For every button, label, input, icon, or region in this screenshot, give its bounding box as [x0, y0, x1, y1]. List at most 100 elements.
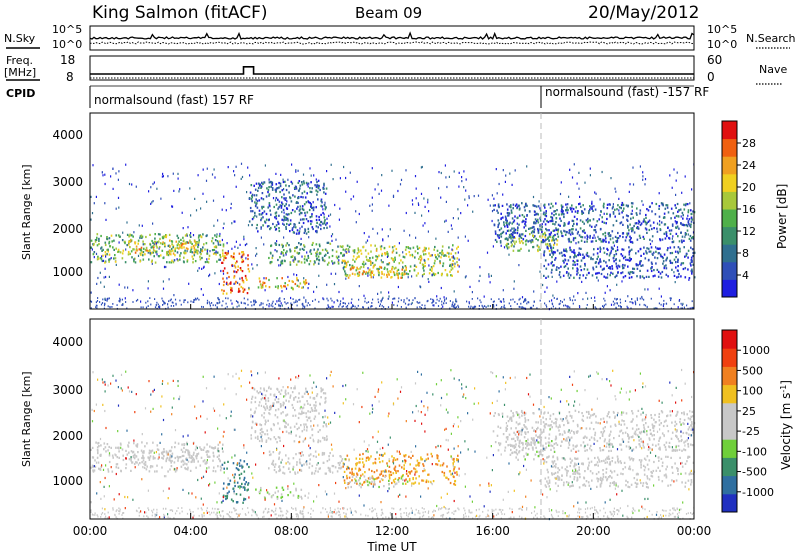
backscatter-cell	[98, 242, 100, 246]
noise-cell	[328, 214, 330, 217]
ground-cell	[137, 298, 139, 301]
backscatter-cell	[583, 268, 586, 271]
backscatter-cell	[579, 227, 582, 230]
backscatter-cell	[560, 251, 563, 254]
backscatter-cell	[187, 241, 189, 244]
noise-cell	[608, 234, 610, 238]
backscatter-cell	[585, 219, 588, 222]
ground-cell	[396, 304, 398, 307]
backscatter-cell	[278, 465, 281, 468]
backscatter-cell	[508, 205, 511, 208]
backscatter-cell	[250, 401, 253, 404]
backscatter-cell	[301, 412, 303, 415]
backscatter-cell	[677, 258, 679, 261]
ground-cell	[455, 298, 457, 301]
noise-cell	[335, 238, 337, 241]
backscatter-cell	[675, 256, 677, 259]
backscatter-cell	[277, 408, 280, 411]
noise-cell	[629, 183, 631, 186]
backscatter-cell	[507, 444, 509, 447]
backscatter-cell	[219, 243, 222, 246]
backscatter-cell	[130, 457, 132, 460]
backscatter-cell	[388, 245, 391, 248]
backscatter-cell	[570, 240, 572, 244]
backscatter-cell	[684, 276, 687, 279]
backscatter-cell	[187, 247, 189, 251]
backscatter-cell	[529, 233, 531, 236]
backscatter-cell	[618, 206, 621, 209]
backscatter-cell	[545, 227, 547, 231]
backscatter-cell	[561, 254, 564, 257]
backscatter-cell	[581, 236, 584, 239]
backscatter-cell	[388, 460, 391, 463]
ground-cell	[250, 301, 252, 303]
backscatter-cell	[278, 227, 280, 230]
backscatter-cell	[669, 414, 672, 417]
backscatter-cell	[113, 239, 115, 242]
ground-cell	[154, 298, 156, 300]
ground-cell	[503, 300, 505, 303]
backscatter-cell	[680, 231, 682, 234]
ground-cell	[170, 298, 172, 301]
noise-cell	[578, 187, 580, 190]
backscatter-cell	[271, 187, 274, 190]
backscatter-cell	[203, 243, 205, 246]
backscatter-cell	[505, 436, 508, 439]
backscatter-cell	[236, 260, 238, 263]
backscatter-cell	[362, 461, 364, 464]
backscatter-cell	[337, 255, 340, 258]
backscatter-cell	[320, 227, 322, 231]
backscatter-cell	[646, 208, 648, 211]
backscatter-cell	[659, 272, 662, 275]
noise-cell	[493, 197, 495, 200]
ground-cell	[103, 304, 106, 307]
backscatter-cell	[536, 219, 538, 222]
backscatter-cell	[534, 218, 537, 221]
backscatter-cell	[642, 235, 645, 238]
noise-cell	[388, 295, 390, 298]
backscatter-cell	[583, 222, 585, 225]
ground-cell	[171, 301, 173, 304]
backscatter-cell	[300, 243, 302, 246]
ground-cell	[539, 299, 541, 302]
backscatter-cell	[305, 258, 308, 261]
backscatter-cell	[315, 206, 317, 209]
backscatter-cell	[395, 247, 398, 251]
backscatter-cell	[265, 439, 268, 442]
backscatter-cell	[92, 470, 95, 473]
backscatter-cell	[297, 205, 299, 208]
backscatter-cell	[639, 275, 642, 278]
backscatter-cell	[648, 438, 651, 441]
backscatter-cell	[412, 477, 414, 480]
backscatter-cell	[400, 273, 403, 276]
ground-cell	[516, 303, 518, 305]
backscatter-cell	[502, 433, 505, 436]
backscatter-cell	[265, 402, 267, 405]
backscatter-cell	[544, 223, 547, 226]
noise-cell	[95, 195, 97, 198]
backscatter-cell	[293, 440, 296, 443]
backscatter-cell	[380, 276, 383, 279]
noise-cell	[454, 262, 456, 265]
backscatter-cell	[255, 194, 258, 197]
noise-cell	[179, 188, 181, 191]
backscatter-cell	[568, 276, 571, 279]
backscatter-cell	[556, 456, 559, 459]
backscatter-cell	[628, 276, 631, 279]
backscatter-cell	[693, 251, 696, 254]
backscatter-cell	[296, 284, 299, 287]
backscatter-cell	[396, 273, 399, 276]
backscatter-cell	[308, 454, 310, 457]
backscatter-cell	[582, 257, 584, 260]
backscatter-cell	[647, 448, 650, 451]
backscatter-cell	[608, 254, 611, 257]
noise-cell	[312, 201, 314, 204]
backscatter-cell	[183, 239, 185, 242]
backscatter-cell	[598, 271, 600, 275]
noise-cell	[398, 242, 400, 245]
backscatter-cell	[168, 250, 171, 253]
ground-cell	[412, 299, 414, 302]
backscatter-cell	[168, 233, 171, 236]
backscatter-cell	[454, 466, 456, 469]
ground-cell	[567, 306, 569, 309]
